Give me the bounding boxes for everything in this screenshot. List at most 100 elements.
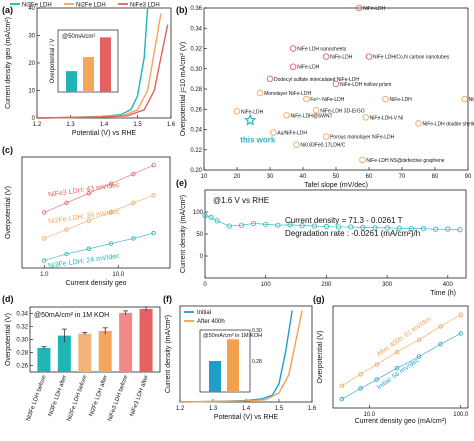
panel-e-ylabel: Current density (mA/cm²) (180, 195, 187, 273)
panel-e-xtick-label: 300 (382, 282, 393, 288)
panel-b-ytick-label: 0.20 (190, 168, 202, 174)
panel-b-point (303, 95, 310, 103)
panel-b-point-label: Fe³⁺-NiFe-LDH (310, 97, 344, 103)
panel-b-point (233, 108, 241, 115)
panel-b-point-label: NiFe-LDH (297, 65, 320, 71)
panel-g-marker-1 (458, 312, 463, 318)
panel-b-point-label: NiFe-LDH (363, 6, 386, 12)
panel-g-marker-1 (394, 349, 400, 355)
panel-b-point-label: NiFe-LDH (241, 109, 264, 115)
panel-f-xtick-label: 1.3 (209, 406, 218, 412)
panel-c-marker-1 (42, 236, 47, 241)
panel-g-series-label-0: Initial: 56 mV/dec (376, 356, 421, 391)
panel-a-inset-bar (66, 71, 77, 92)
panel-b-ytick-label: 0.26 (190, 107, 202, 113)
panel-d-category-label: Ni2Fe LDH after (89, 375, 109, 418)
panel-e-fit-text: Current density = 71.3 - 0.0261 T (285, 216, 403, 225)
panel-b-point-label: NiFe LDH nanosheets (297, 47, 347, 53)
panel-g-tafel-before-after: 10.0 100.0 Current density geo (mA/cm²) Ove… (317, 305, 469, 425)
panel-e-marker (202, 212, 208, 219)
panel-b-xtick-label: 60 (366, 174, 373, 180)
panel-a-ytick-label: 20 (28, 61, 35, 67)
panel-d-ylabel: Overpotential (V) (5, 313, 12, 366)
panel-a-polarization-curves: 1.2 1.3 1.4 1.5 1.6 0 10 20 30 40 Potential (V) vs… (5, 3, 176, 138)
panel-b-xtick-label: 20 (234, 174, 241, 180)
panel-a-inset-annotation: @50mA/cm² (62, 34, 95, 40)
panel-b-point-label: NiFe LDH - NS (469, 97, 474, 103)
panel-a-legend-label: Ni3Fe LDH (22, 3, 52, 9)
panel-label-a: (a) (2, 5, 13, 15)
panel-g-xlabel: Current density geo (mA/cm²) (355, 418, 447, 425)
panel-a-ytick-label: 30 (28, 34, 35, 40)
panel-d-ytick-label: 0.34 (16, 312, 28, 318)
panel-c-marker-1 (151, 193, 156, 198)
panel-e-rate-text: Degradation rate : -0.0261 (mA/cm²)/h (285, 229, 420, 238)
panel-b-point (312, 107, 320, 114)
panel-b-ytick-label: 0.28 (190, 87, 202, 93)
panel-c-marker-1 (131, 200, 136, 206)
panel-g-frame (332, 305, 469, 409)
panel-b-ytick-label: 0.32 (190, 47, 202, 53)
panel-g-marker-0 (394, 365, 400, 371)
panel-b-point-label: NiFe-LDH hollow prism (340, 82, 391, 88)
panel-a-inset-ylabel: Overpotential / V (50, 39, 56, 84)
panel-c-xtick-label: 10.0 (112, 272, 124, 278)
panel-g-marker-0 (339, 396, 345, 402)
panel-a-legend-label: NiFe3 LDH (130, 3, 160, 9)
panel-c-ylabel: Overpotential (V) (5, 186, 12, 239)
panel-b-overpotential-vs-tafel: 10 20 30 40 50 60 70 80 90 0.20 0.22 0.24 0.26 0.28 0.… (180, 4, 474, 189)
panel-b-point (256, 89, 264, 97)
panel-e-trend-line (204, 215, 460, 230)
panel-c-marker-2 (64, 200, 69, 206)
panel-c-frame (21, 156, 171, 269)
panel-b-point (289, 45, 297, 52)
panel-b-this-work-star (243, 113, 257, 126)
panel-e-ytick-label: 100 (193, 210, 204, 216)
panel-a-xlabel: Potential (V) vs RHE (72, 130, 137, 137)
panel-e-xtick-label: 400 (443, 282, 454, 288)
panel-f-inset-annotation: @50mA/cm² in 1M KOH (203, 333, 262, 339)
panel-c-series-label-2: NiFe3 LDH: 43 mV/dec (48, 182, 121, 199)
panel-b-point (332, 80, 340, 88)
panel-b-point-label: Porous monolayer NiFe-LDH (330, 135, 395, 141)
panel-e-ytick-label: 0 (200, 254, 204, 260)
panel-f-xtick-label: 1.5 (275, 406, 284, 412)
panel-b-point-label: Dodecyl sulfate intercalated NiFe-LDH (274, 77, 359, 83)
panel-b-point (289, 63, 297, 70)
panel-c-marker-0 (108, 241, 114, 246)
panel-label-f: (f) (163, 294, 172, 304)
panel-d-category-label: NiFe3 LDH after (129, 375, 149, 418)
panel-a-ylabel: Current density geo (mA/cm²) (5, 17, 12, 109)
panel-a-xtick-label: 1.5 (133, 122, 142, 128)
panel-b-this-work-label: this work (240, 135, 276, 144)
panel-c-marker-0 (151, 231, 156, 236)
panel-f-series-line-1 (179, 310, 303, 403)
panel-g-ylabel: Overpotential (V) (317, 331, 324, 384)
panel-d-ytick-label: 0.26 (16, 364, 28, 370)
panel-b-point-label: Monolayer NiFe-LDH (264, 91, 311, 97)
panel-e-ytick-label: 50 (196, 232, 203, 238)
panel-e-xlabel: Time (h) (430, 290, 456, 297)
panel-b-point-label: NiFe LDH/Co,N carbon nanotubes (373, 55, 450, 61)
panel-f-ylabel: Current density (mA/cm²) (165, 315, 172, 393)
panel-c-marker-2 (86, 191, 92, 196)
panel-c-marker-2 (131, 171, 136, 177)
panel-d-category-label: Ni2Fe LDH before (66, 374, 88, 422)
panel-g-marker-1 (416, 337, 422, 342)
panel-f-legend-label: After 400h (197, 319, 225, 325)
panel-c-series-label-0: Ni3Fe LDH: 24 mV/dec (48, 253, 121, 270)
panel-d-bar (98, 331, 112, 372)
panel-a-legend-label: Ni2Fe LDH (76, 3, 106, 9)
panel-b-xtick-label: 90 (465, 174, 472, 180)
panel-b-point-label: NiFe-LDH double shelled nanocages (423, 121, 474, 127)
panel-a-xtick-label: 1.2 (33, 122, 42, 128)
panel-a-xtick-label: 1.3 (66, 122, 75, 128)
panel-b-xtick-label: 50 (333, 174, 340, 180)
panel-g-marker-0 (358, 386, 363, 391)
panel-c-marker-2 (108, 181, 114, 186)
panel-b-point (365, 53, 373, 60)
panel-c-marker-1 (86, 218, 92, 223)
panel-f-inset-bar (227, 339, 239, 392)
panel-e-marker (208, 214, 214, 220)
